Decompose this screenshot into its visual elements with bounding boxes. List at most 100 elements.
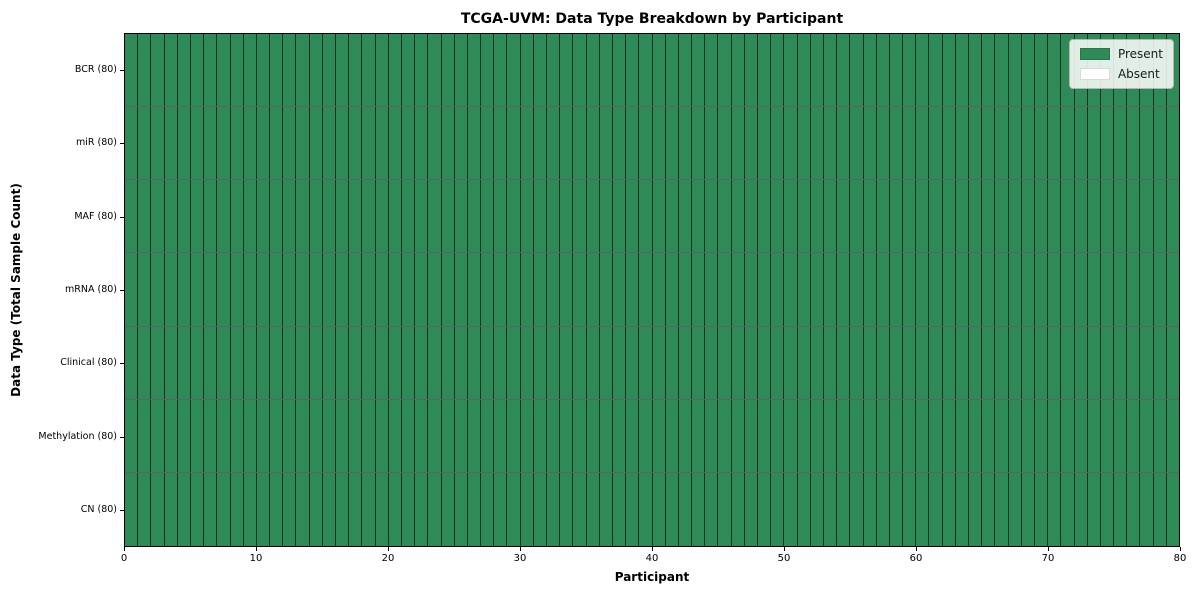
heatmap-cell xyxy=(982,399,996,472)
heatmap-cell xyxy=(731,399,745,472)
heatmap-cell xyxy=(955,34,969,107)
heatmap-cell xyxy=(296,34,310,107)
heatmap-cell xyxy=(1166,326,1179,399)
heatmap-cell xyxy=(678,180,693,253)
heatmap-cell xyxy=(665,253,679,326)
heatmap-cell xyxy=(177,472,191,546)
heatmap-cell xyxy=(810,472,824,546)
y-tick-mark xyxy=(120,436,124,438)
x-tick-mark xyxy=(784,547,785,551)
heatmap-cell xyxy=(1127,472,1141,546)
heatmap-cell xyxy=(336,107,350,180)
heatmap-cell xyxy=(204,107,218,180)
heatmap-cell xyxy=(1008,180,1022,253)
heatmap-cell xyxy=(507,107,521,180)
heatmap-cell xyxy=(494,472,508,546)
heatmap-cell xyxy=(758,399,772,472)
x-tick-label: 70 xyxy=(1041,553,1055,564)
heatmap-cell xyxy=(586,107,600,180)
heatmap-cell xyxy=(151,253,165,326)
heatmap-cell xyxy=(982,34,996,107)
heatmap-cell xyxy=(283,180,297,253)
heatmap-cell xyxy=(1100,472,1115,546)
heatmap-cell xyxy=(256,107,271,180)
heatmap-cell xyxy=(481,472,495,546)
heatmap-cell xyxy=(599,326,613,399)
heatmap-cell xyxy=(1153,326,1167,399)
x-tick-mark xyxy=(124,547,125,551)
heatmap-cell xyxy=(797,107,811,180)
heatmap-cell xyxy=(138,326,152,399)
legend-item: Absent xyxy=(1079,67,1163,81)
heatmap-cell xyxy=(612,180,627,253)
heatmap-cell xyxy=(916,472,930,546)
x-tick-label: 80 xyxy=(1173,553,1187,564)
heatmap-cell xyxy=(204,326,218,399)
x-axis-label: Participant xyxy=(614,570,690,584)
heatmap-cell xyxy=(863,180,877,253)
heatmap-cell xyxy=(982,472,996,546)
heatmap-cell xyxy=(969,253,983,326)
heatmap-cell xyxy=(283,253,297,326)
heatmap-cell xyxy=(177,399,191,472)
heatmap-cell xyxy=(349,472,363,546)
heatmap-cell xyxy=(784,472,798,546)
heatmap-cell xyxy=(362,34,376,107)
legend-label: Present xyxy=(1117,47,1163,61)
heatmap-cell xyxy=(718,472,732,546)
heatmap-cell xyxy=(388,399,402,472)
heatmap-cell xyxy=(969,34,983,107)
heatmap-cell xyxy=(863,253,877,326)
heatmap-cell xyxy=(784,253,798,326)
heatmap-cell xyxy=(1008,399,1022,472)
heatmap-cell xyxy=(995,180,1009,253)
heatmap-cell xyxy=(375,180,389,253)
heatmap-cell xyxy=(639,107,653,180)
heatmap-cell xyxy=(494,34,508,107)
heatmap-cell xyxy=(1114,472,1128,546)
heatmap-cell xyxy=(863,399,877,472)
heatmap-cell xyxy=(533,399,547,472)
heatmap-cell xyxy=(837,326,851,399)
heatmap-cell xyxy=(467,472,482,546)
heatmap-row xyxy=(125,180,1179,254)
heatmap-cell xyxy=(322,472,336,546)
heatmap-cell xyxy=(138,34,152,107)
heatmap-cell xyxy=(560,107,574,180)
heatmap-cell xyxy=(929,472,943,546)
heatmap-cell xyxy=(388,472,402,546)
heatmap-cell xyxy=(256,34,271,107)
heatmap-cell xyxy=(784,34,798,107)
heatmap-cell xyxy=(1048,253,1062,326)
heatmap-cell xyxy=(125,472,139,546)
heatmap-cell xyxy=(481,34,495,107)
heatmap-cell xyxy=(520,107,534,180)
heatmap-cell xyxy=(322,253,336,326)
heatmap-cell xyxy=(1061,326,1075,399)
heatmap-cell xyxy=(626,180,640,253)
heatmap-cell xyxy=(151,107,165,180)
heatmap-cell xyxy=(256,253,271,326)
heatmap-cell xyxy=(190,326,205,399)
heatmap-cell xyxy=(1048,107,1062,180)
heatmap-cell xyxy=(1153,107,1167,180)
heatmap-cell xyxy=(705,472,719,546)
heatmap-cell xyxy=(336,399,350,472)
heatmap-cell xyxy=(322,107,336,180)
heatmap-cell xyxy=(336,180,350,253)
heatmap-cell xyxy=(1021,34,1035,107)
heatmap-cell xyxy=(1008,107,1022,180)
heatmap-cell xyxy=(190,107,205,180)
heatmap-cell xyxy=(243,107,257,180)
x-tick-mark xyxy=(388,547,389,551)
heatmap-cell xyxy=(916,34,930,107)
heatmap-cell xyxy=(876,399,890,472)
heatmap-cell xyxy=(758,326,772,399)
heatmap-cell xyxy=(362,107,376,180)
heatmap-cell xyxy=(744,472,758,546)
y-tick-label: MAF (80) xyxy=(74,210,117,222)
heatmap-cell xyxy=(573,180,587,253)
heatmap-cell xyxy=(652,326,666,399)
y-tick-label: CN (80) xyxy=(80,504,117,516)
